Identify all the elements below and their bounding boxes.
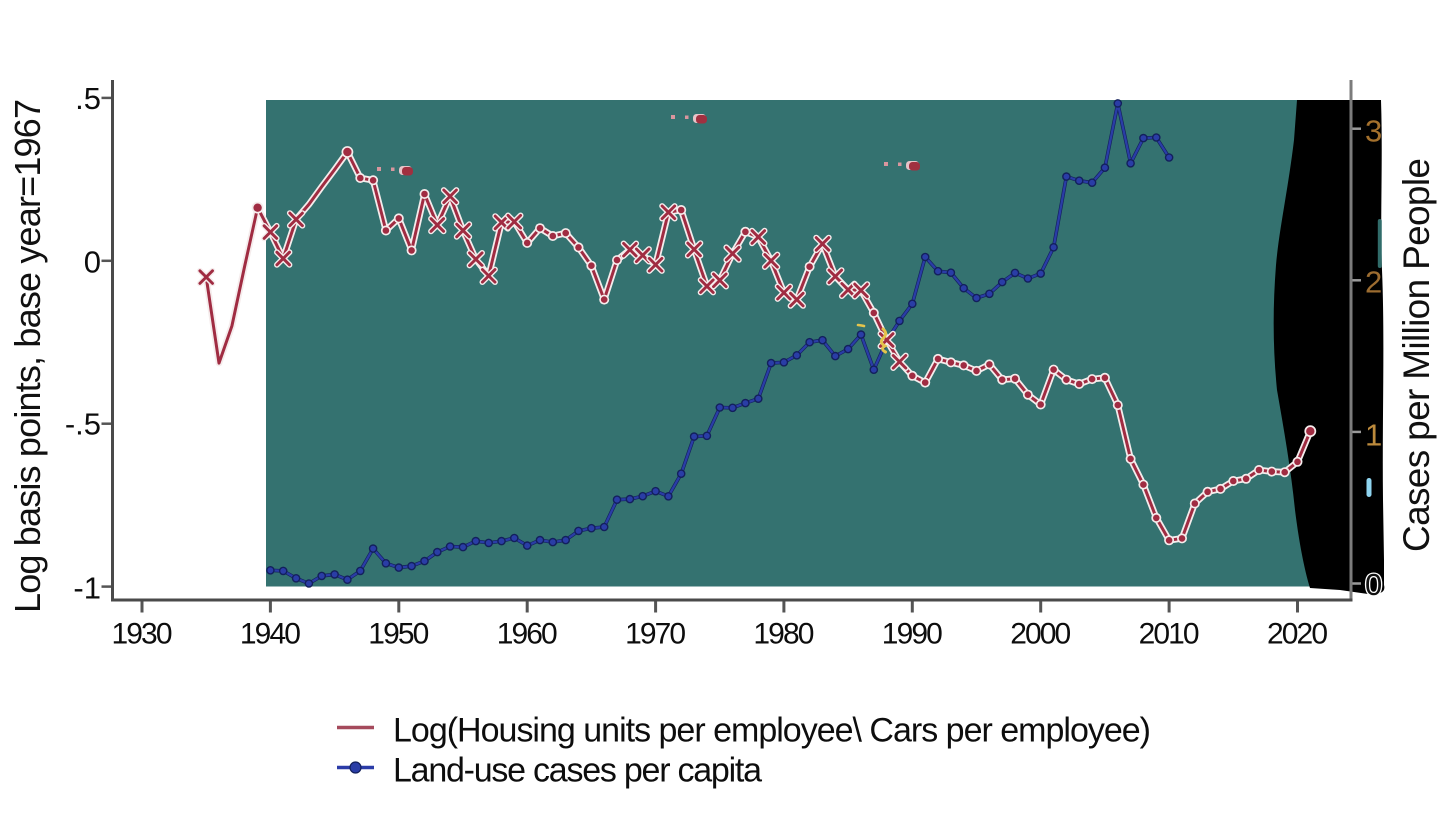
svg-text:1950: 1950 <box>368 618 429 651</box>
svg-text:1960: 1960 <box>497 618 558 651</box>
svg-text:-.5: -.5 <box>65 407 101 442</box>
svg-text:Log basis points, base year=19: Log basis points, base year=1967 <box>7 99 48 613</box>
svg-text:2: 2 <box>1365 265 1382 300</box>
svg-text:2010: 2010 <box>1139 618 1200 651</box>
svg-text:2020: 2020 <box>1267 618 1328 651</box>
svg-text:Log(Housing units per employee: Log(Housing units per employee\ Cars per… <box>393 712 1151 750</box>
svg-text:-1: -1 <box>73 571 101 606</box>
svg-text:1990: 1990 <box>882 618 943 651</box>
svg-text:3: 3 <box>1365 114 1382 149</box>
svg-text:1980: 1980 <box>753 618 814 651</box>
svg-text:Cases per Million People: Cases per Million People <box>1396 158 1437 552</box>
svg-text:1930: 1930 <box>112 618 173 651</box>
svg-text:2000: 2000 <box>1010 618 1071 651</box>
svg-text:1970: 1970 <box>625 618 686 651</box>
svg-text:1940: 1940 <box>240 618 301 651</box>
svg-text:Land-use cases per capita: Land-use cases per capita <box>393 752 762 790</box>
svg-text:0: 0 <box>84 245 101 280</box>
svg-text:.5: .5 <box>75 81 101 116</box>
svg-text:1: 1 <box>1365 418 1382 453</box>
svg-text:0: 0 <box>1365 567 1382 602</box>
